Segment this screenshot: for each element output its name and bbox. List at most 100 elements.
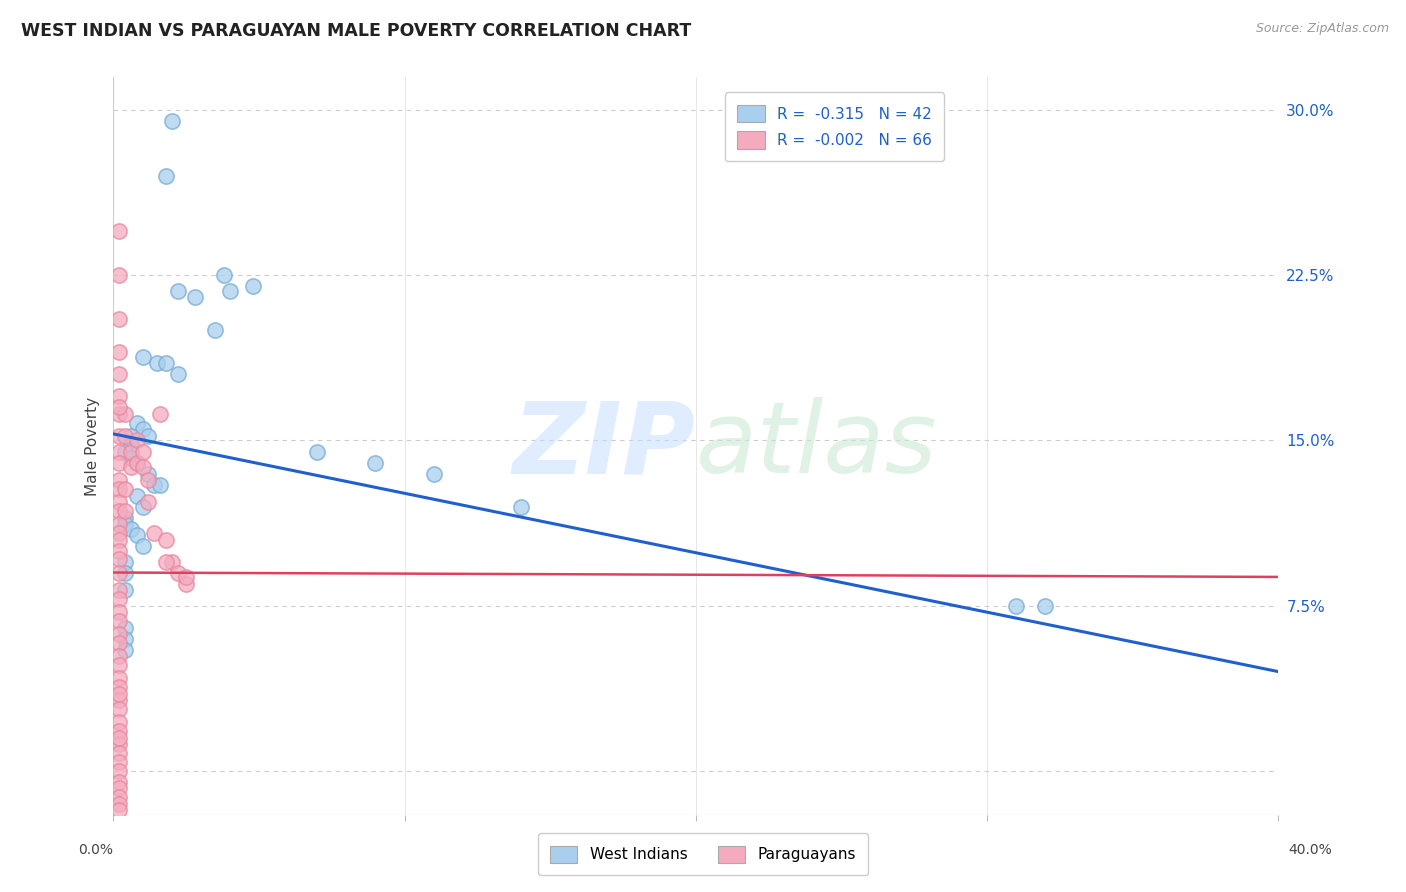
Point: [204, 323, 226, 337]
Point: [307, 444, 329, 458]
Point: [108, 649, 131, 664]
Point: [108, 680, 131, 694]
Point: [108, 224, 131, 238]
Point: [138, 467, 160, 481]
Point: [108, 312, 131, 326]
Point: [108, 389, 131, 403]
Point: [108, 495, 131, 509]
Point: [108, 504, 131, 518]
Point: [114, 504, 136, 518]
Point: [108, 368, 131, 382]
Point: [131, 500, 153, 514]
Legend: R =  -0.315   N = 42, R =  -0.002   N = 66: R = -0.315 N = 42, R = -0.002 N = 66: [725, 93, 945, 161]
Point: [108, 627, 131, 641]
Point: [242, 279, 264, 293]
Point: [108, 693, 131, 707]
Point: [125, 416, 148, 430]
Point: [120, 522, 142, 536]
Point: [138, 495, 160, 509]
Point: [143, 525, 166, 540]
Point: [155, 169, 177, 184]
Point: [108, 268, 131, 283]
Point: [108, 482, 131, 496]
Point: [114, 621, 136, 635]
Point: [108, 429, 131, 443]
Point: [108, 774, 131, 789]
Point: [108, 614, 131, 628]
Point: [108, 671, 131, 685]
Point: [114, 555, 136, 569]
Point: [114, 583, 136, 598]
Point: [108, 591, 131, 606]
Point: [108, 517, 131, 532]
Point: [108, 781, 131, 796]
Point: [125, 528, 148, 542]
Point: [108, 687, 131, 701]
Point: [166, 284, 188, 298]
Point: [125, 489, 148, 503]
Point: [125, 434, 148, 448]
Point: [108, 401, 131, 415]
Point: [108, 636, 131, 650]
Point: [108, 605, 131, 619]
Point: [131, 350, 153, 364]
Text: Source: ZipAtlas.com: Source: ZipAtlas.com: [1256, 22, 1389, 36]
Point: [125, 456, 148, 470]
Point: [114, 444, 136, 458]
Point: [108, 566, 131, 580]
Point: [108, 657, 131, 672]
Point: [114, 407, 136, 421]
Legend: West Indians, Paraguayans: West Indians, Paraguayans: [537, 833, 869, 875]
Point: [108, 797, 131, 811]
Y-axis label: Male Poverty: Male Poverty: [86, 396, 100, 496]
Text: 0.0%: 0.0%: [79, 843, 112, 857]
Point: [108, 789, 131, 804]
Point: [138, 473, 160, 487]
Point: [146, 356, 169, 370]
Point: [160, 555, 183, 569]
Point: [212, 268, 235, 283]
Point: [120, 429, 142, 443]
Point: [184, 290, 207, 304]
Point: [1005, 599, 1028, 613]
Point: [174, 570, 197, 584]
Point: [114, 510, 136, 524]
Point: [143, 477, 166, 491]
Point: [166, 566, 188, 580]
Point: [108, 731, 131, 745]
Text: WEST INDIAN VS PARAGUAYAN MALE POVERTY CORRELATION CHART: WEST INDIAN VS PARAGUAYAN MALE POVERTY C…: [21, 22, 692, 40]
Point: [108, 715, 131, 730]
Point: [219, 284, 242, 298]
Point: [108, 552, 131, 566]
Point: [155, 555, 177, 569]
Point: [108, 543, 131, 558]
Point: [114, 642, 136, 657]
Point: [160, 114, 183, 128]
Text: 40.0%: 40.0%: [1288, 843, 1333, 857]
Point: [108, 755, 131, 769]
Point: [510, 500, 533, 514]
Point: [108, 444, 131, 458]
Point: [108, 737, 131, 751]
Point: [114, 482, 136, 496]
Point: [131, 422, 153, 436]
Point: [120, 459, 142, 474]
Point: [108, 533, 131, 547]
Point: [166, 368, 188, 382]
Point: [125, 456, 148, 470]
Point: [155, 356, 177, 370]
Point: [120, 438, 142, 452]
Point: [149, 407, 172, 421]
Point: [114, 517, 136, 532]
Point: [120, 444, 142, 458]
Point: [149, 477, 172, 491]
Point: [108, 525, 131, 540]
Point: [1033, 599, 1056, 613]
Point: [120, 451, 142, 466]
Point: [131, 444, 153, 458]
Point: [108, 456, 131, 470]
Text: ZIP: ZIP: [513, 398, 696, 494]
Point: [174, 576, 197, 591]
Point: [108, 746, 131, 760]
Point: [422, 467, 444, 481]
